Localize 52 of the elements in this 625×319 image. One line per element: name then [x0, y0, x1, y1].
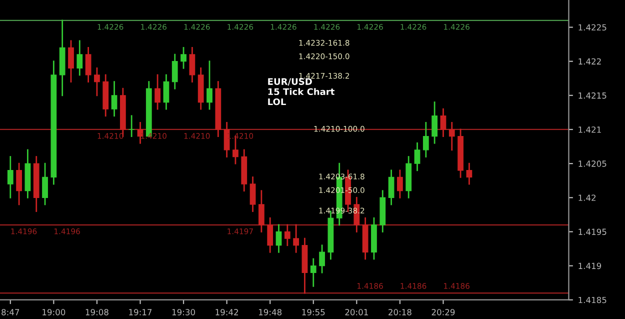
x-tick-label: 19:55: [302, 309, 325, 316]
candlestick: [448, 122, 455, 151]
y-tick-label: 1.419: [578, 262, 602, 270]
candlestick: [276, 224, 282, 253]
candlestick: [16, 162, 22, 206]
candlestick: [85, 47, 92, 82]
candlestick: [206, 60, 212, 110]
candlestick: [388, 170, 394, 206]
candlestick: [440, 108, 446, 137]
candlestick: [180, 47, 186, 69]
candlestick: [7, 156, 14, 198]
annotation: EUR/USD 15 Tick Chart LOL: [268, 78, 334, 106]
x-tick-label: 19:30: [172, 309, 195, 316]
y-tick-label: 1.421: [578, 126, 601, 133]
y-tick-label: 1.4215: [578, 92, 606, 99]
candlestick: [284, 224, 290, 246]
y-tick-label: 1.422: [578, 58, 601, 64]
x-tick-label: 19:00: [42, 309, 66, 316]
y-tick-label: 1.4195: [578, 228, 606, 235]
x-tick-label: 19:48: [259, 309, 282, 316]
candlestick: [310, 258, 316, 287]
candlestick: [68, 40, 74, 82]
x-tick-label: 19:17: [129, 309, 152, 316]
candlestick: [258, 190, 264, 232]
candlestick: [76, 40, 83, 76]
candlestick: [163, 74, 170, 110]
y-tick-label: 1.4225: [578, 24, 606, 31]
candlestick: [293, 224, 300, 253]
y-tick-label: 1.4185: [578, 296, 606, 304]
candlestick: [128, 115, 135, 137]
candlestick: [172, 54, 178, 90]
x-tick-label: 20:01: [345, 309, 368, 316]
candlestick: [154, 74, 160, 110]
x-tick-label: 20:29: [432, 309, 455, 316]
candlestick: [414, 142, 420, 172]
x-tick-label: 19:08: [86, 309, 108, 316]
candlestick: [422, 122, 429, 158]
candlestick: [250, 176, 256, 212]
candlestick: [94, 67, 100, 96]
x-tick-label: 20:18: [388, 309, 412, 316]
x-tick-label: 8:47: [2, 309, 20, 316]
x-tick-label: 19:42: [216, 309, 238, 316]
candlestick: [396, 170, 403, 198]
y-tick-label: 1.4205: [578, 160, 606, 167]
candlestick: [267, 217, 274, 253]
candlestick: [432, 102, 438, 144]
candlestick: [466, 162, 472, 185]
candlestick: [42, 162, 48, 206]
y-tick-label: 1.42: [578, 194, 596, 201]
candlestick: [189, 47, 196, 82]
candlestick: [111, 81, 118, 117]
candlestick: [319, 244, 325, 274]
